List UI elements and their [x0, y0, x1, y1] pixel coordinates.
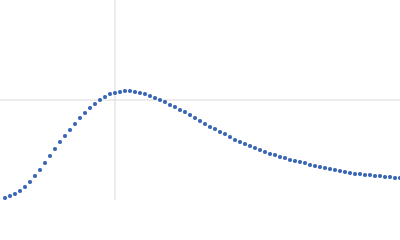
data-point — [98, 98, 102, 102]
data-point — [268, 152, 272, 156]
data-point — [123, 89, 127, 93]
data-point — [223, 132, 227, 136]
data-point — [108, 92, 112, 96]
data-point — [178, 108, 182, 112]
data-point — [43, 161, 47, 165]
data-point — [3, 196, 7, 200]
data-point — [383, 175, 387, 179]
data-point — [288, 158, 292, 162]
data-point — [283, 156, 287, 160]
data-point — [148, 94, 152, 98]
data-point — [303, 161, 307, 165]
data-point — [193, 116, 197, 120]
data-point — [228, 135, 232, 139]
data-point — [343, 170, 347, 174]
data-point — [188, 113, 192, 117]
data-point — [153, 96, 157, 100]
data-point — [13, 192, 17, 196]
data-point — [333, 168, 337, 172]
data-point — [263, 150, 267, 154]
data-point — [238, 140, 242, 144]
data-point — [208, 125, 212, 129]
data-point — [173, 105, 177, 109]
data-point — [198, 119, 202, 123]
data-point — [308, 163, 312, 167]
data-point — [393, 176, 397, 180]
data-point — [103, 95, 107, 99]
data-point — [168, 103, 172, 107]
data-point — [338, 169, 342, 173]
data-point — [68, 128, 72, 132]
data-point — [48, 154, 52, 158]
data-point — [128, 89, 132, 93]
data-point — [323, 166, 327, 170]
data-point — [163, 100, 167, 104]
data-point — [248, 144, 252, 148]
data-point — [313, 164, 317, 168]
data-point — [23, 185, 27, 189]
data-point — [73, 122, 77, 126]
data-point — [83, 111, 87, 115]
data-point — [53, 147, 57, 151]
data-point — [363, 173, 367, 177]
data-point — [158, 98, 162, 102]
data-point — [118, 90, 122, 94]
chart — [0, 0, 400, 200]
data-point — [183, 110, 187, 114]
data-point — [18, 189, 22, 193]
data-point — [133, 90, 137, 94]
data-point — [293, 159, 297, 163]
data-point — [243, 142, 247, 146]
data-point — [113, 91, 117, 95]
data-point — [233, 138, 237, 142]
data-point — [58, 140, 62, 144]
data-point — [318, 165, 322, 169]
data-point — [28, 180, 32, 184]
data-point — [33, 174, 37, 178]
data-point — [378, 174, 382, 178]
data-point — [273, 153, 277, 157]
data-point — [63, 134, 67, 138]
data-point — [388, 175, 392, 179]
data-point — [278, 155, 282, 159]
data-point — [218, 130, 222, 134]
data-point — [298, 160, 302, 164]
data-point — [213, 127, 217, 131]
data-point — [368, 173, 372, 177]
data-point — [8, 194, 12, 198]
data-point — [138, 91, 142, 95]
page: {"chart_data": {"type": "scatter", "x": … — [0, 0, 400, 200]
data-point — [373, 174, 377, 178]
data-point — [348, 171, 352, 175]
data-point — [353, 172, 357, 176]
data-point — [38, 168, 42, 172]
data-point — [358, 172, 362, 176]
data-point — [253, 146, 257, 150]
data-point — [258, 148, 262, 152]
data-point — [93, 102, 97, 106]
data-point — [78, 116, 82, 120]
data-point — [203, 122, 207, 126]
data-point — [328, 167, 332, 171]
data-point — [88, 106, 92, 110]
data-point — [143, 92, 147, 96]
